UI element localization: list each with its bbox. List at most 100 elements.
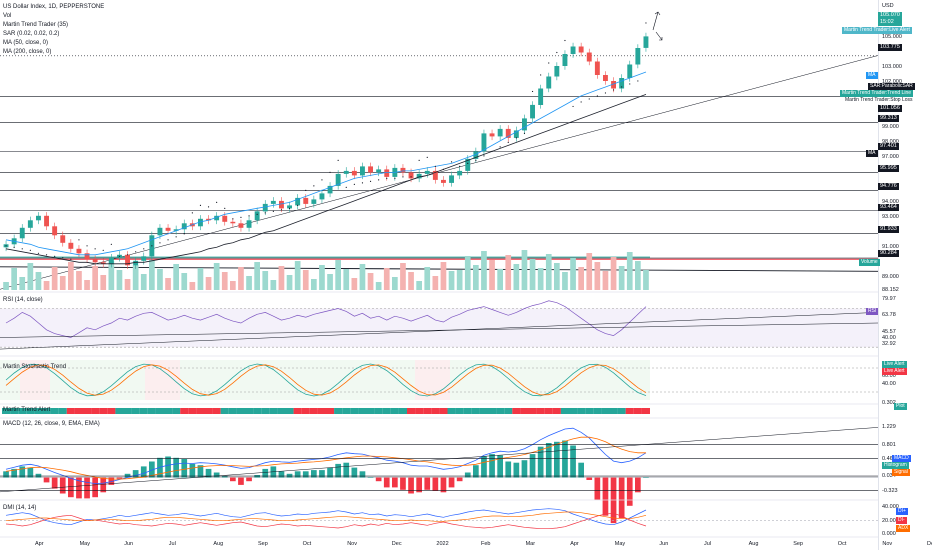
volume-bar xyxy=(197,268,204,290)
macd-histogram-bar xyxy=(294,471,301,478)
x-axis-tick: May xyxy=(614,541,626,547)
x-axis-tick: Mar xyxy=(525,541,536,547)
candle-body xyxy=(311,199,317,204)
sar-dot xyxy=(70,258,72,260)
sar-dot xyxy=(199,204,202,206)
volume-bar xyxy=(92,266,98,290)
candle-body xyxy=(181,223,187,230)
candle-body xyxy=(635,48,641,65)
volume-bar xyxy=(132,265,139,290)
candle-body xyxy=(157,227,163,236)
price-axis-tick: 98.000 xyxy=(882,139,899,146)
x-axis-tick: Apr xyxy=(570,541,579,547)
price-axis-tick: 102.000 xyxy=(882,79,902,85)
candle-body xyxy=(424,170,430,174)
sar-dot xyxy=(386,177,388,179)
macd-histogram-bar xyxy=(84,477,90,499)
macd-histogram-bar xyxy=(189,463,196,478)
candle-body xyxy=(627,64,633,78)
candle-body xyxy=(570,46,576,54)
sar-dot xyxy=(110,243,112,245)
macd-histogram-bar xyxy=(11,468,17,478)
volume-bar xyxy=(626,252,633,290)
sar-dot xyxy=(13,246,15,248)
price-axis[interactable] xyxy=(878,0,932,550)
trendline-flag: Martin Trend Trader:Trend Line xyxy=(840,90,914,97)
macd-histogram-bar xyxy=(626,477,633,506)
volume-bar xyxy=(181,273,188,290)
candle-body xyxy=(594,61,600,75)
volume-bar xyxy=(286,275,293,290)
trend-alert-cell xyxy=(155,408,164,414)
price-level-tag: 97.401 xyxy=(878,143,899,150)
volume-bar xyxy=(213,263,220,290)
trend-alert-cell xyxy=(374,408,383,414)
volume-bar xyxy=(464,256,471,290)
candle-body xyxy=(92,259,98,263)
macd-histogram-bar xyxy=(513,462,520,478)
trend-alert-cell xyxy=(139,408,148,414)
trend-alert-cell xyxy=(520,408,529,414)
sar-dot xyxy=(78,239,80,241)
x-axis-tick: Jun xyxy=(124,541,134,547)
candle-body xyxy=(319,193,325,200)
price-level-tag: 94.776 xyxy=(878,183,899,190)
macd-histogram-bar xyxy=(505,461,512,478)
stoch-pane-label: Martin Stochastic Trend xyxy=(3,364,67,370)
ma50-line xyxy=(5,71,647,256)
volume-bar xyxy=(335,260,341,290)
adx-flag: DI+ xyxy=(896,508,908,515)
price-axis-tick: 93.000 xyxy=(882,214,899,221)
x-axis-tick: May xyxy=(79,541,90,547)
chart-legend: US Dollar Index, 1D, PEPPERSTONE Vol Mar… xyxy=(3,3,104,57)
x-axis-tick: 2022 xyxy=(436,541,449,547)
candle-body xyxy=(270,200,276,204)
trend-alert-cell xyxy=(342,408,351,414)
trend-alert-cell xyxy=(188,408,197,414)
candle-body xyxy=(611,81,616,89)
price-level-tag: 101.056 xyxy=(878,105,902,112)
sar-dot xyxy=(240,216,242,218)
legend-trend-trader: Martin Trend Trader (35) xyxy=(3,22,69,28)
candle-body xyxy=(360,166,365,176)
candle-body xyxy=(19,227,25,239)
volume-bar xyxy=(343,269,350,290)
macd-axis-tick: 0.801 xyxy=(882,441,896,448)
sar-dot xyxy=(62,257,64,259)
trend-alert-cell xyxy=(569,408,578,414)
volume-bar xyxy=(578,267,584,290)
trend-alert-cell xyxy=(334,408,343,414)
volume-bar xyxy=(586,253,593,290)
volume-bar xyxy=(124,279,131,290)
stoch-background xyxy=(0,360,650,400)
candle-body xyxy=(287,205,292,209)
trend-alert-cell xyxy=(58,408,67,414)
macd-histogram-bar xyxy=(149,461,155,478)
volume-bar xyxy=(537,268,544,290)
trend-alert-cell xyxy=(261,408,270,414)
macd-histogram-bar xyxy=(456,477,463,482)
trend-alert-cell xyxy=(601,408,610,414)
legend-sar: SAR (0.02, 0.02, 0.2) xyxy=(3,31,60,37)
macd-histogram-bar xyxy=(165,456,171,478)
candle-body xyxy=(441,179,446,183)
trend-alert-cell xyxy=(471,408,480,414)
volume-bar xyxy=(408,272,414,290)
sar-dot xyxy=(621,86,623,88)
sar-dot xyxy=(151,245,153,247)
price-level-tag: 90.284 xyxy=(878,250,899,257)
x-axis-tick: Oct xyxy=(302,541,312,547)
sar-dot xyxy=(272,210,274,212)
x-axis-tick: Jun xyxy=(659,541,669,547)
volume-bar xyxy=(570,258,576,290)
volume-bar xyxy=(205,277,212,290)
sar-dot xyxy=(402,176,404,178)
trend-alert-cell xyxy=(309,408,318,414)
macd-histogram-bar xyxy=(359,471,366,478)
candle-body xyxy=(505,128,511,138)
candle-body xyxy=(376,169,382,173)
trend-alert-cell xyxy=(277,408,286,414)
macd-histogram-bar xyxy=(392,477,398,488)
